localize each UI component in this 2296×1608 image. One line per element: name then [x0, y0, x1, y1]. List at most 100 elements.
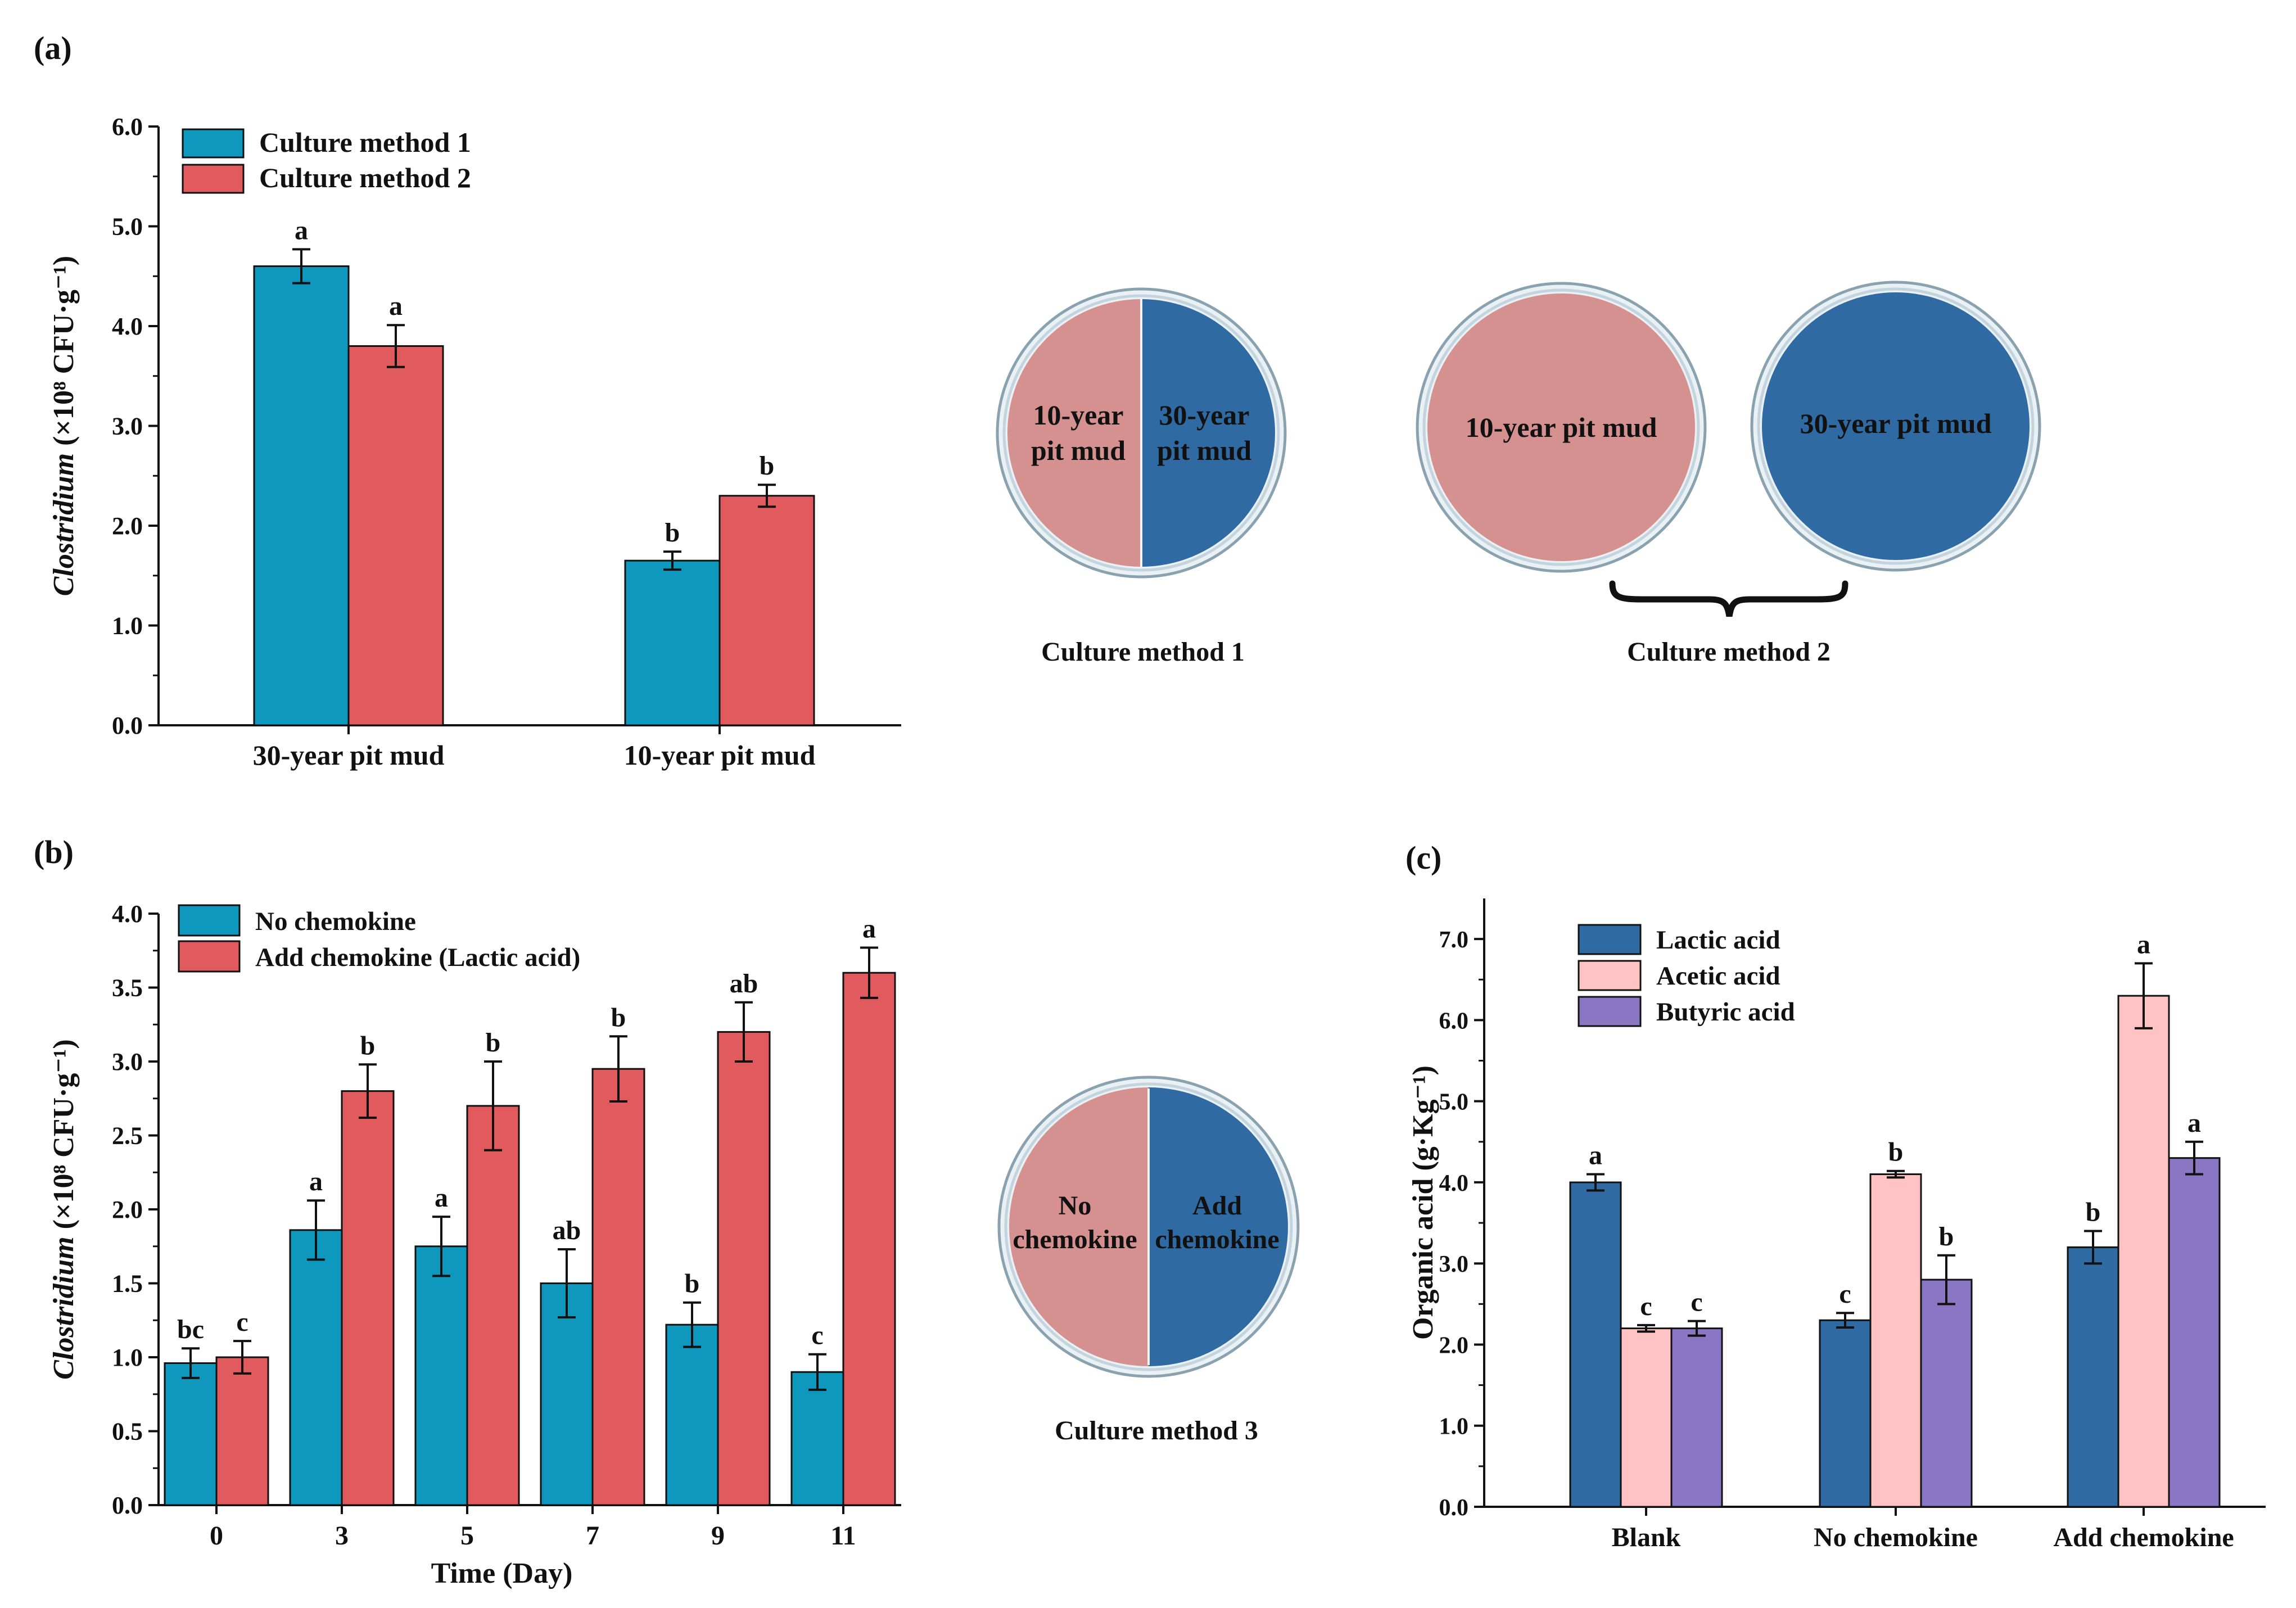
y-tick-label: 2.0	[112, 1196, 143, 1223]
significance-letter: b	[760, 451, 775, 481]
x-tick-label: 11	[830, 1521, 856, 1551]
plate-3-left-label-line2: chemokine	[1013, 1225, 1137, 1254]
bar	[1620, 1327, 1673, 1508]
bar	[1869, 1173, 1922, 1508]
plate-method-1: 10-year pit mud 30-year pit mud Culture …	[996, 287, 1287, 667]
plate-1-left-label-line2: pit mud	[1031, 435, 1126, 466]
x-tick-label: 3	[335, 1521, 349, 1551]
y-axis-label: Clostridium (×10⁸ CFU·g⁻¹)	[48, 256, 80, 596]
plate-1-right-label-line1: 30-year	[1159, 399, 1249, 431]
bar	[665, 1324, 719, 1506]
legend-label: Culture method 1	[259, 127, 471, 158]
bar	[790, 1371, 844, 1506]
y-tick-label: 4.0	[112, 900, 143, 928]
y-axis-label: Clostridium (×10⁸ CFU·g⁻¹)	[48, 1039, 80, 1379]
y-tick-label: 6.0	[112, 113, 143, 141]
significance-letter: c	[1839, 1279, 1851, 1309]
significance-letter: c	[236, 1307, 248, 1337]
bar	[341, 1090, 395, 1506]
y-tick-label: 0.0	[112, 1492, 143, 1519]
plate-3-right-label-line2: chemokine	[1155, 1225, 1279, 1254]
significance-letter: a	[309, 1167, 323, 1196]
legend-swatch	[182, 164, 245, 194]
bar	[2117, 995, 2170, 1508]
significance-letter: a	[435, 1183, 448, 1213]
plate-2-right-dish	[1762, 292, 2030, 560]
y-axis-label-unit: (×10⁸ CFU·g⁻¹)	[48, 1039, 80, 1236]
x-tick-label: Add chemokine	[2053, 1523, 2234, 1552]
bar	[289, 1229, 343, 1506]
legend-swatch	[178, 940, 241, 973]
significance-letter: bc	[177, 1315, 204, 1344]
plate-3-right-label-line1: Add	[1192, 1191, 1242, 1221]
bar	[2168, 1157, 2221, 1508]
bar	[164, 1362, 218, 1506]
x-tick-label: 5	[460, 1521, 474, 1551]
significance-letter: a	[295, 215, 308, 245]
significance-letter: a	[1589, 1141, 1602, 1171]
legend-label: Culture method 2	[259, 162, 471, 193]
bar	[1569, 1181, 1622, 1508]
y-axis-label: Organic acid (g·Kg⁻¹)	[1407, 1065, 1439, 1340]
significance-letter: b	[2086, 1197, 2101, 1227]
chart-a: 0.0 1.0 2.0 3.0 4.0 5.0 6.0 30-year pit mud 10-y…	[48, 113, 901, 771]
panel-label-c: (c)	[1405, 839, 1441, 876]
x-tick-label: 0	[210, 1521, 223, 1551]
legend-swatch	[1578, 924, 1642, 955]
bar	[717, 1031, 771, 1506]
bar	[414, 1245, 468, 1506]
significance-letter: c	[1691, 1288, 1702, 1317]
legend-swatch	[178, 904, 241, 937]
bar	[842, 972, 896, 1506]
y-tick-label: 2.0	[112, 512, 143, 540]
legend-label: Add chemokine (Lactic acid)	[255, 943, 580, 972]
significance-letter: a	[2137, 929, 2150, 959]
significance-letter: b	[360, 1031, 376, 1060]
y-tick-label: 3.5	[112, 974, 143, 1002]
plate-1-left-half	[1007, 299, 1141, 567]
legend-swatch	[1578, 960, 1642, 991]
plate-2-left-dish	[1427, 293, 1695, 561]
legend-label: No chemokine	[255, 907, 416, 936]
plate-method-3: No chemokine Add chemokine Culture metho…	[997, 1076, 1300, 1446]
bar	[1819, 1319, 1872, 1508]
bar	[215, 1356, 269, 1506]
y-tick-label: 0.0	[1439, 1495, 1469, 1521]
significance-letter: a	[862, 914, 876, 943]
y-tick-label: 2.0	[1439, 1333, 1469, 1358]
bar	[253, 265, 350, 726]
significance-letter: b	[486, 1028, 501, 1058]
plate-method-2: 10-year pit mud 30-year pit mud Culture …	[1416, 281, 2041, 667]
plate-1-left-label-line1: 10-year	[1033, 399, 1123, 431]
x-tick-label: No chemokine	[1814, 1523, 1978, 1552]
significance-letter: a	[2187, 1108, 2201, 1138]
legend-label: Butyric acid	[1656, 997, 1795, 1027]
y-tick-label: 3.0	[1439, 1252, 1469, 1277]
y-tick-label: 2.5	[112, 1122, 143, 1150]
plate-2-left-label: 10-year pit mud	[1466, 412, 1657, 443]
y-tick-label: 1.0	[112, 1344, 143, 1371]
curly-brace	[1609, 580, 1848, 617]
bar	[591, 1068, 645, 1506]
bar	[540, 1282, 594, 1506]
plate-1-right-label-line2: pit mud	[1157, 435, 1251, 466]
panel-label-b: (b)	[34, 834, 74, 870]
y-tick-label: 0.5	[112, 1418, 143, 1446]
significance-letter: b	[685, 1269, 700, 1299]
chart-b: 0.00.51.01.52.02.53.03.54.00 3 5 7 9 11bcaaab…	[48, 900, 901, 1589]
legend-swatch	[182, 128, 245, 159]
y-tick-label: 1.0	[112, 612, 143, 640]
y-axis-label-genus: Clostridium	[48, 1236, 80, 1379]
y-axis-label-unit: (×10⁸ CFU·g⁻¹)	[48, 256, 80, 453]
y-tick-label: 3.0	[112, 413, 143, 440]
significance-letter: b	[1939, 1222, 1954, 1252]
y-tick-label: 0.0	[112, 712, 143, 739]
y-tick-label: 1.5	[112, 1270, 143, 1298]
panel-label-a: (a)	[34, 30, 72, 66]
legend-label: Lactic acid	[1656, 925, 1780, 955]
bar	[1920, 1279, 1973, 1508]
x-tick-label: Blank	[1612, 1523, 1681, 1552]
y-tick-label: 7.0	[1439, 927, 1469, 953]
plate-2-caption: Culture method 2	[1627, 637, 1831, 667]
legend-swatch	[1578, 996, 1642, 1027]
